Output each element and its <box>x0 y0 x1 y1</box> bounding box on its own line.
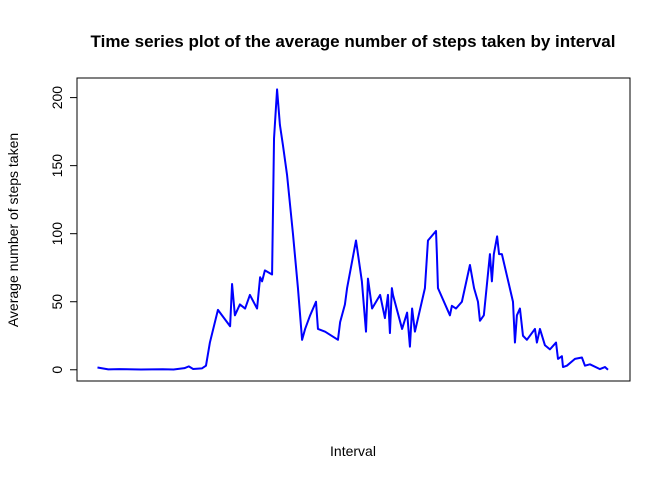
y-tick-label: 150 <box>49 154 65 178</box>
y-tick-label: 50 <box>49 294 65 310</box>
y-tick-label: 0 <box>49 366 65 374</box>
y-axis-label: Average number of steps taken <box>5 133 21 327</box>
y-tick-label: 100 <box>49 222 65 246</box>
x-axis-label: Interval <box>330 443 376 459</box>
data-line <box>97 88 609 371</box>
y-tick-label: 200 <box>49 86 65 110</box>
chart-title: Time series plot of the average number o… <box>91 32 616 51</box>
